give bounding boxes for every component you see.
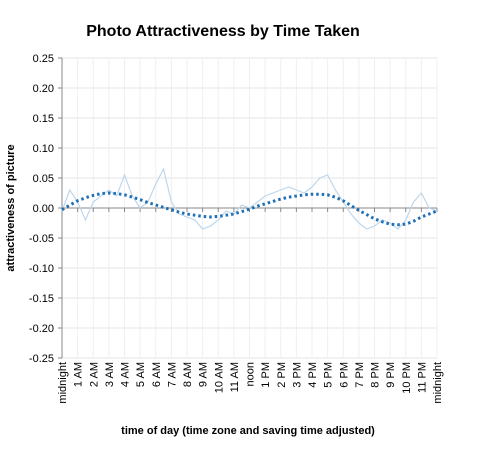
x-tick-label: 9 PM — [385, 362, 397, 388]
x-tick-label: 7 AM — [166, 362, 178, 387]
x-tick-label: 10 AM — [213, 362, 225, 393]
x-tick-label: midnight — [57, 362, 69, 404]
y-tick-label: 0.05 — [33, 173, 54, 185]
x-tick-label: 6 AM — [151, 362, 163, 387]
x-tick-label: 10 PM — [401, 362, 413, 394]
x-tick-label: 3 PM — [291, 362, 303, 388]
y-tick-label: -0.25 — [29, 353, 54, 365]
x-tick-label: 11 PM — [416, 362, 428, 393]
y-tick-label: 0.25 — [33, 53, 54, 65]
y-tick-label: 0.15 — [33, 113, 54, 125]
x-tick-label: 1 PM — [260, 362, 272, 388]
x-tick-label: 6 PM — [338, 362, 350, 388]
y-tick-label: -0.20 — [29, 323, 54, 335]
x-tick-label: 8 PM — [370, 362, 382, 388]
x-tick-label: 2 PM — [276, 362, 288, 388]
x-tick-label: midnight — [432, 362, 444, 404]
x-tick-label: 4 AM — [120, 362, 132, 387]
x-tick-label: 9 AM — [198, 362, 210, 387]
x-tick-label: 5 AM — [135, 362, 147, 387]
y-tick-label: -0.10 — [29, 263, 54, 275]
x-tick-label: 4 PM — [307, 362, 319, 388]
x-tick-label: 11 AM — [229, 362, 241, 392]
x-axis-label: time of day (time zone and saving time a… — [121, 425, 375, 437]
line-series — [61, 191, 438, 227]
x-tick-label: 2 AM — [88, 362, 100, 387]
x-tick-label: noon — [245, 362, 257, 386]
x-tick-label: 8 AM — [182, 362, 194, 387]
chart-title: Photo Attractiveness by Time Taken — [86, 23, 360, 40]
x-tick-label: 7 PM — [354, 362, 366, 388]
y-tick-label: 0.00 — [33, 203, 54, 215]
y-axis-label: attractiveness of picture — [5, 144, 17, 271]
y-tick-label: 0.20 — [33, 83, 54, 95]
x-tick-label: 5 PM — [323, 362, 335, 388]
y-tick-label: 0.10 — [33, 143, 54, 155]
y-tick-label: -0.05 — [29, 233, 54, 245]
x-tick-label: 1 AM — [73, 362, 85, 387]
x-tick-label: 3 AM — [104, 362, 116, 387]
y-tick-label: -0.15 — [29, 293, 54, 305]
line-series — [61, 167, 438, 230]
